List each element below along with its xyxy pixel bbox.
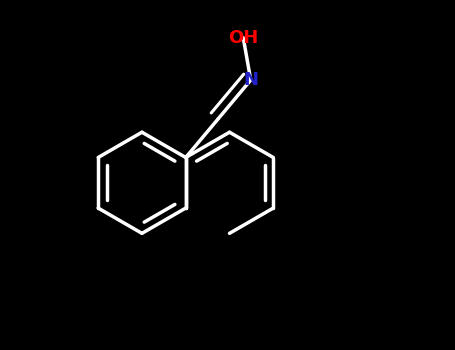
Text: OH: OH — [228, 29, 258, 47]
Text: N: N — [243, 71, 258, 89]
